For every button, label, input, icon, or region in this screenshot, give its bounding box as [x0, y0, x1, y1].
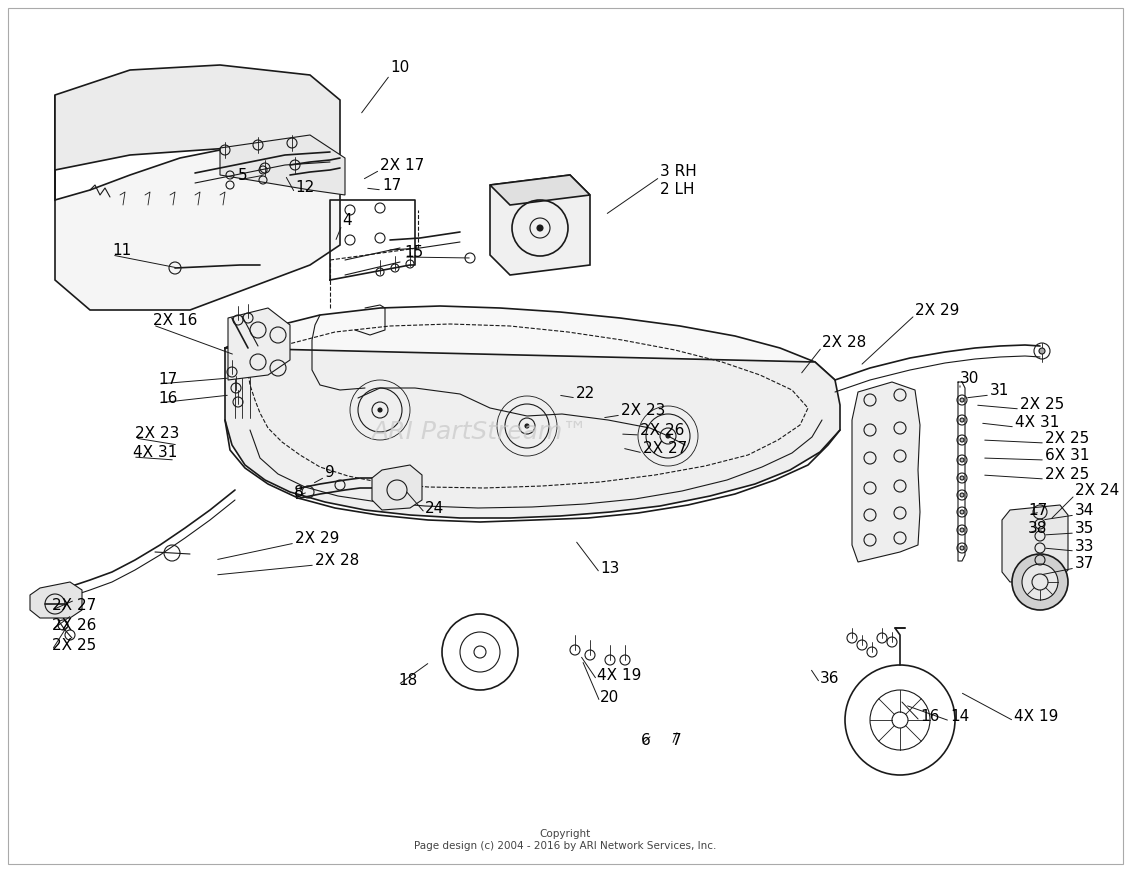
Text: 4: 4: [342, 213, 352, 228]
Text: 2X 28: 2X 28: [822, 335, 866, 350]
Text: 2X 23: 2X 23: [621, 403, 665, 418]
Text: 20: 20: [601, 690, 620, 705]
Text: 34: 34: [1074, 502, 1095, 517]
Polygon shape: [490, 175, 590, 205]
Text: 15: 15: [404, 244, 423, 260]
Polygon shape: [221, 135, 345, 195]
Text: 18: 18: [398, 672, 417, 687]
Text: 2X 25: 2X 25: [1020, 397, 1064, 412]
Polygon shape: [55, 65, 340, 175]
Text: 7: 7: [672, 732, 682, 747]
Circle shape: [960, 398, 964, 402]
Text: 3 RH: 3 RH: [661, 165, 697, 180]
Text: 38: 38: [1028, 521, 1047, 535]
Polygon shape: [852, 382, 920, 562]
Text: 10: 10: [390, 60, 409, 76]
Text: 2X 27: 2X 27: [52, 597, 96, 612]
Circle shape: [960, 528, 964, 532]
Circle shape: [1022, 564, 1057, 600]
Text: 17: 17: [382, 178, 402, 193]
Text: 13: 13: [601, 561, 620, 576]
Circle shape: [537, 225, 543, 231]
Text: 2X 26: 2X 26: [52, 617, 96, 632]
Text: 2X 25: 2X 25: [1045, 431, 1089, 446]
Text: 4X 31: 4X 31: [1015, 414, 1060, 430]
Text: 9: 9: [325, 465, 335, 480]
Text: 6X 31: 6X 31: [1045, 447, 1089, 462]
Circle shape: [1039, 348, 1045, 354]
Text: 24: 24: [425, 501, 444, 515]
Circle shape: [525, 424, 529, 428]
Text: 35: 35: [1074, 521, 1095, 535]
Polygon shape: [228, 308, 290, 380]
Text: 2X 24: 2X 24: [1074, 482, 1120, 498]
Text: 2X 23: 2X 23: [135, 426, 180, 440]
Text: 5: 5: [238, 167, 248, 182]
Text: 6: 6: [641, 732, 650, 747]
Text: 31: 31: [990, 383, 1009, 398]
Circle shape: [960, 510, 964, 514]
Circle shape: [378, 408, 382, 412]
Text: 17: 17: [1028, 502, 1047, 517]
Text: 17: 17: [158, 371, 178, 386]
Text: ARI PartStream™: ARI PartStream™: [372, 420, 588, 444]
Text: 2X 25: 2X 25: [52, 637, 96, 652]
Text: 36: 36: [820, 671, 839, 685]
Text: 4X 19: 4X 19: [1015, 708, 1059, 724]
Circle shape: [960, 418, 964, 422]
Text: 2X 25: 2X 25: [1045, 467, 1089, 481]
Text: 2X 27: 2X 27: [644, 440, 688, 455]
Circle shape: [960, 546, 964, 550]
Text: 30: 30: [960, 371, 979, 385]
Circle shape: [666, 434, 670, 438]
Text: 2X 29: 2X 29: [915, 303, 959, 317]
Circle shape: [960, 458, 964, 462]
Text: 2X 26: 2X 26: [640, 423, 684, 438]
Polygon shape: [31, 582, 83, 618]
Text: 16: 16: [920, 708, 940, 724]
Text: 2X 28: 2X 28: [316, 553, 360, 568]
Circle shape: [960, 438, 964, 442]
Text: 16: 16: [158, 391, 178, 405]
Text: 37: 37: [1074, 555, 1095, 570]
Circle shape: [960, 476, 964, 480]
Text: 2X 29: 2X 29: [295, 530, 339, 546]
Text: 14: 14: [950, 708, 969, 724]
Polygon shape: [225, 306, 835, 490]
Text: 2 LH: 2 LH: [661, 182, 694, 197]
Text: 4X 19: 4X 19: [597, 667, 641, 683]
Text: 11: 11: [112, 242, 131, 257]
Circle shape: [960, 493, 964, 497]
Polygon shape: [55, 95, 340, 310]
Text: 33: 33: [1074, 539, 1095, 554]
Text: 8: 8: [294, 485, 303, 500]
Text: 22: 22: [576, 385, 595, 400]
Circle shape: [1012, 554, 1068, 610]
Text: 4X 31: 4X 31: [133, 445, 178, 460]
Polygon shape: [1002, 505, 1068, 582]
Text: 2X 17: 2X 17: [380, 158, 424, 173]
Polygon shape: [490, 175, 590, 275]
Polygon shape: [372, 465, 422, 510]
Polygon shape: [225, 348, 840, 518]
Text: 12: 12: [295, 181, 314, 195]
Text: 2X 16: 2X 16: [153, 312, 198, 328]
Text: Copyright
Page design (c) 2004 - 2016 by ARI Network Services, Inc.: Copyright Page design (c) 2004 - 2016 by…: [414, 829, 716, 851]
